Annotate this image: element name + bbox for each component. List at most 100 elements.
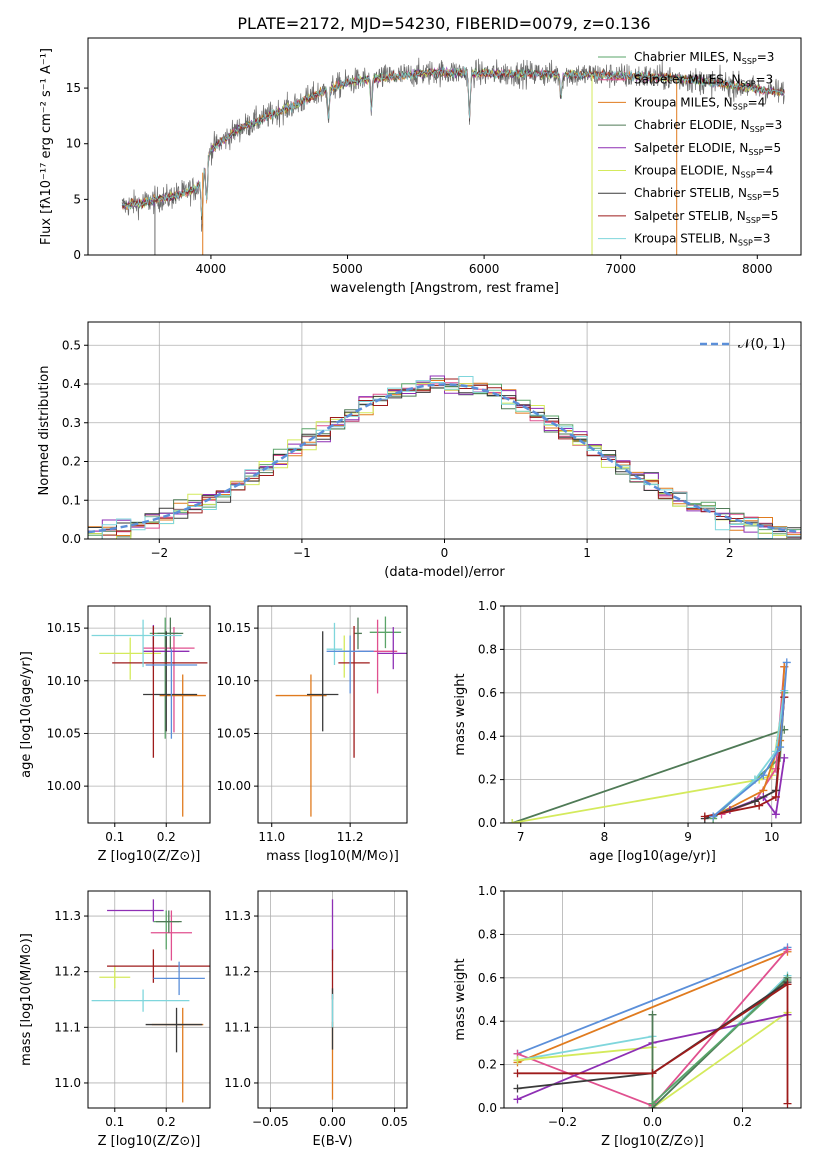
axes-layer (84, 37, 802, 1112)
axes-frame (87, 605, 211, 824)
y-tick-label: 11.3 (54, 909, 81, 923)
y-tick-label: 0.5 (62, 338, 81, 352)
x-axis-label: Z [log10(Z/Z⊙)] (601, 1134, 704, 1149)
mass-weight-marker (776, 743, 785, 752)
y-tick-label: 0.3 (62, 416, 81, 430)
legend-label: Salpeter MILES, NSSP=3 (634, 73, 773, 89)
legend-label: Salpeter ELODIE, NSSP=5 (634, 141, 781, 157)
legend-label: Chabrier ELODIE, NSSP=3 (634, 118, 782, 134)
x-axis-label: Z [log10(Z/Z⊙)] (98, 1134, 201, 1149)
axes-frame (503, 605, 802, 824)
plot-area-mass_vs_Z (91, 899, 210, 1103)
mass-weight-line (712, 662, 788, 818)
mass-weight-marker (513, 1095, 522, 1104)
x-axis-label: Z [log10(Z/Z⊙)] (98, 849, 201, 864)
legend-label: Chabrier MILES, NSSP=3 (634, 50, 774, 66)
plot-area-residuals (88, 375, 801, 539)
x-tick-label: 0.2 (157, 830, 176, 844)
y-tick-label: 11.0 (224, 1076, 251, 1090)
mass-weight-marker (648, 1010, 657, 1019)
mass-weight-marker (508, 819, 517, 823)
x-tick-label: 7000 (605, 262, 636, 276)
x-tick-label: 0.1 (105, 830, 124, 844)
x-axis-label: mass [log10(M/M⊙)] (266, 849, 399, 864)
y-tick-label: 10.15 (217, 621, 251, 635)
figure-title: PLATE=2172, MJD=54230, FIBERID=0079, z=0… (237, 14, 650, 33)
x-tick-label: 10 (764, 830, 779, 844)
model-spectrum-line (121, 66, 785, 217)
y-tick-label: 10.05 (217, 726, 251, 740)
x-tick-label: 0.2 (733, 1115, 752, 1129)
y-axis-label: age [log10(age/yr)] (19, 651, 34, 778)
y-axis-label: mass [log10(M/M⊙)] (19, 933, 34, 1066)
x-tick-label: 6000 (469, 262, 500, 276)
normal-distribution-curve (88, 383, 801, 534)
y-tick-label: 0.0 (478, 1101, 497, 1115)
mass-weight-marker (783, 1099, 792, 1108)
mass-weight-marker (780, 753, 789, 762)
x-tick-label: −0.2 (548, 1115, 577, 1129)
plot-area-weights_vs_Z (513, 943, 792, 1108)
y-tick-label: 0.6 (478, 971, 497, 985)
y-tick-label: 11.3 (224, 909, 251, 923)
x-tick-label: 0.05 (381, 1115, 408, 1129)
y-tick-label: 0.2 (478, 773, 497, 787)
mass-weight-line (512, 692, 786, 823)
mass-weight-marker (783, 945, 792, 954)
mass-weight-line (517, 946, 788, 1055)
y-tick-label: 0.8 (478, 927, 497, 941)
data-layer (88, 57, 801, 1108)
mass-weight-marker (513, 1069, 522, 1078)
axes-frame (87, 37, 802, 256)
mass-weight-marker (648, 1069, 657, 1078)
mass-weight-marker (709, 812, 718, 821)
plot-area-age_vs_Z (91, 617, 208, 817)
x-axis-label: age [log10(age/yr)] (589, 849, 716, 864)
y-tick-label: 10.15 (47, 621, 81, 635)
y-tick-label: 0.8 (478, 642, 497, 656)
y-tick-label: 10.00 (217, 779, 251, 793)
mass-weight-line (712, 690, 786, 818)
y-tick-label: 0.4 (478, 729, 497, 743)
y-tick-label: 10.05 (47, 726, 81, 740)
mass-weight-marker (750, 797, 759, 806)
y-axis-label: mass weight (453, 673, 468, 755)
x-tick-label: 4000 (196, 262, 227, 276)
x-tick-label: −1 (293, 546, 311, 560)
y-tick-label: 0.4 (478, 1014, 497, 1028)
mass-weight-marker (513, 1056, 522, 1065)
mass-weight-line (517, 982, 789, 1104)
x-tick-label: −2 (150, 546, 168, 560)
x-tick-label: 8000 (742, 262, 773, 276)
y-tick-label: 5 (73, 192, 81, 206)
y-tick-label: 10.00 (47, 779, 81, 793)
x-tick-label: 0.00 (319, 1115, 346, 1129)
legend-label: 𝒩(0, 1) (738, 337, 785, 352)
x-tick-label: −0.05 (252, 1115, 289, 1129)
legend-label: Salpeter STELIB, NSSP=5 (634, 209, 778, 225)
mass-weight-marker (771, 810, 780, 819)
x-tick-label: 0.1 (105, 1115, 124, 1129)
plot-area-age_vs_mass (275, 616, 407, 817)
y-tick-label: 11.2 (224, 965, 251, 979)
y-tick-label: 0.2 (478, 1058, 497, 1072)
x-tick-label: 0 (441, 546, 449, 560)
mass-weight-marker (648, 1099, 657, 1108)
x-tick-label: 9 (684, 830, 692, 844)
legend-label: Kroupa MILES, NSSP=4 (634, 95, 765, 111)
mass-weight-line (651, 979, 789, 1105)
axes-frame (257, 605, 408, 824)
x-tick-label: 11.0 (258, 830, 285, 844)
x-tick-label: 2 (726, 546, 734, 560)
mass-weight-marker (782, 658, 791, 667)
y-tick-label: 10 (66, 137, 81, 151)
plot-area-weights_vs_age (508, 658, 791, 823)
y-tick-label: 11.1 (54, 1020, 81, 1034)
x-axis-label: wavelength [Angstrom, rest frame] (330, 281, 559, 296)
x-tick-label: 1 (583, 546, 591, 560)
y-tick-label: 0 (73, 248, 81, 262)
y-tick-label: 0.2 (62, 455, 81, 469)
legend-label: Kroupa ELODIE, NSSP=4 (634, 164, 773, 180)
